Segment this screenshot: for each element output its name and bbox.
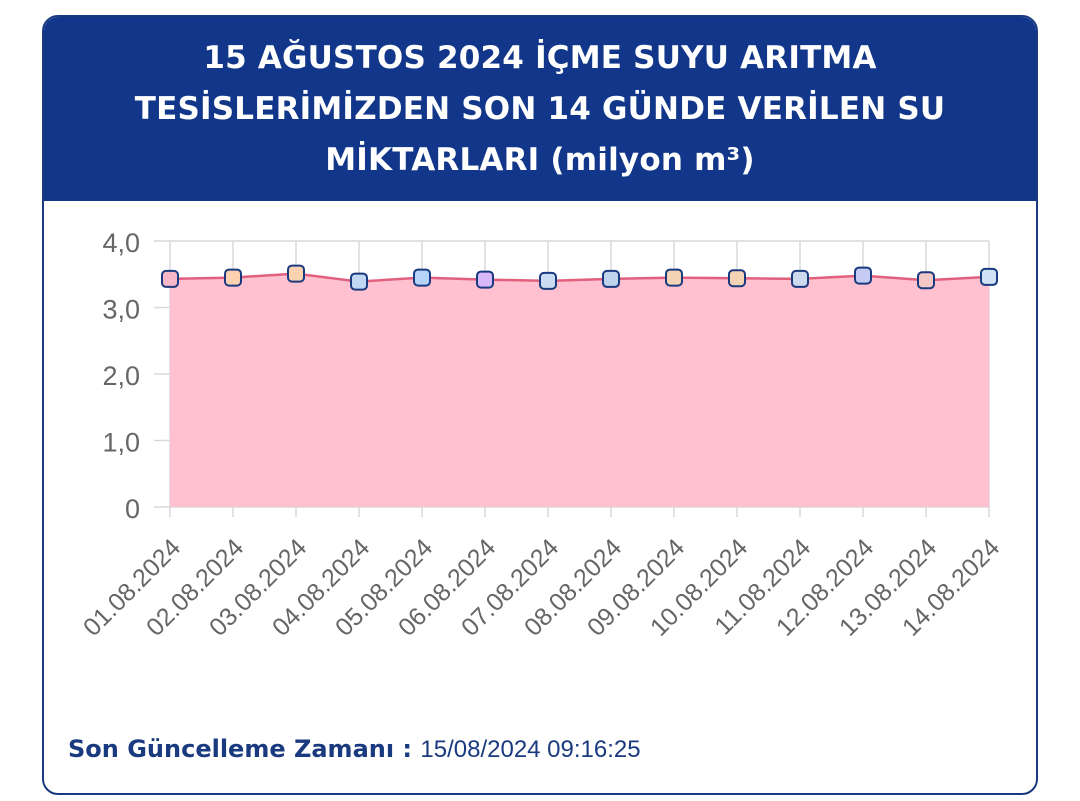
data-point[interactable] <box>161 269 179 288</box>
data-point[interactable] <box>791 269 809 288</box>
y-tick-label: 0 <box>125 494 140 524</box>
chart-card: 15 AĞUSTOS 2024 İÇME SUYU ARITMA TESİSLE… <box>42 15 1038 795</box>
data-point[interactable] <box>476 270 494 289</box>
y-axis: 0 1,0 2,0 3,0 4,0 <box>102 228 140 524</box>
last-update-separator: : <box>394 735 421 763</box>
series-line <box>169 272 990 283</box>
data-point[interactable] <box>917 271 935 290</box>
data-point[interactable] <box>413 268 431 287</box>
x-axis: 01.08.202402.08.202403.08.202404.08.2024… <box>78 533 1005 641</box>
data-point[interactable] <box>350 272 368 291</box>
y-tick-label: 3,0 <box>102 295 140 325</box>
y-tick-label: 4,0 <box>102 228 140 258</box>
data-point[interactable] <box>287 264 305 283</box>
y-tick-label: 1,0 <box>102 428 140 458</box>
data-point[interactable] <box>539 271 557 290</box>
chart-svg: 0 1,0 2,0 3,0 4,0 01.08.202402.08.202403.08.… <box>78 228 1005 642</box>
data-point[interactable] <box>728 269 746 288</box>
data-point[interactable] <box>665 268 683 287</box>
card-header: 15 AĞUSTOS 2024 İÇME SUYU ARITMA TESİSLE… <box>44 17 1036 201</box>
data-point[interactable] <box>602 269 620 288</box>
markers-layer <box>161 264 998 291</box>
data-point[interactable] <box>224 268 242 287</box>
data-point[interactable] <box>980 267 998 286</box>
last-update-value: 15/08/2024 09:16:25 <box>420 736 641 763</box>
chart-title: 15 AĞUSTOS 2024 İÇME SUYU ARITMA TESİSLE… <box>134 39 946 178</box>
y-tick-label: 2,0 <box>102 361 140 391</box>
area-layer <box>169 272 990 507</box>
last-update: Son Güncelleme Zamanı : 15/08/2024 09:16… <box>68 735 641 764</box>
last-update-label: Son Güncelleme Zamanı <box>68 735 395 763</box>
data-point[interactable] <box>854 266 872 285</box>
area-fill <box>170 273 989 507</box>
